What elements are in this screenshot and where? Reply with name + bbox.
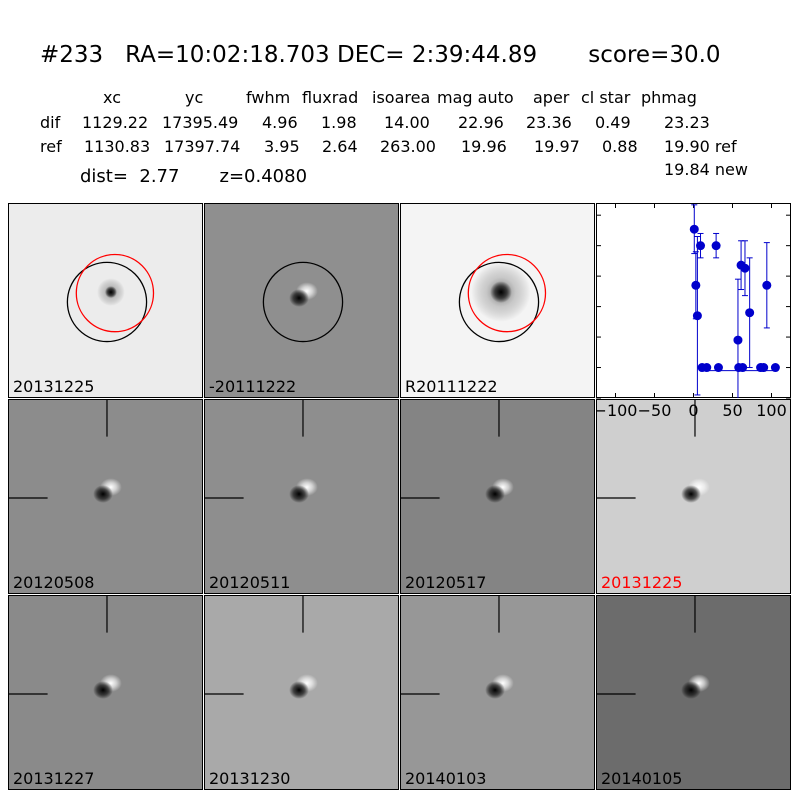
x-tick-label: 100 — [756, 401, 787, 420]
image-stamp: 20131225 — [8, 203, 203, 398]
cell-fluxrad: 1.98 — [321, 113, 357, 132]
cell-cl-star: 0.88 — [602, 137, 638, 156]
cell-mag-auto: 19.96 — [461, 137, 507, 156]
stamp-date-label: 20131225 — [601, 573, 683, 592]
cell-aper: 23.36 — [526, 113, 572, 132]
stamp-date-label: -20111222 — [209, 377, 297, 396]
image-stamp: 20120511 — [204, 399, 399, 594]
cell-mag-auto: 22.96 — [458, 113, 504, 132]
data-point — [696, 241, 706, 251]
data-point — [733, 335, 743, 345]
data-point — [740, 263, 750, 273]
col-header-xc: xc — [103, 88, 121, 107]
stamp-date-label: 20120508 — [13, 573, 95, 592]
col-header-fluxrad: fluxrad — [302, 88, 359, 107]
cell-yc: 17397.74 — [164, 137, 241, 156]
cell-yc: 17395.49 — [162, 113, 239, 132]
col-header-isoarea: isoarea — [372, 88, 431, 107]
phmag-new: 19.84 new — [664, 160, 748, 179]
image-stamp: -20111222 — [204, 203, 399, 398]
row-label: ref — [40, 137, 62, 156]
stamp-date-label: 20131227 — [13, 769, 95, 788]
cell-phmag: 23.23 — [664, 113, 710, 132]
data-point — [711, 241, 721, 251]
col-header-aper: aper — [533, 88, 570, 107]
col-header-fwhm: fwhm — [246, 88, 291, 107]
image-stamp: 20140103 — [400, 595, 595, 790]
candidate-title: #233 RA=10:02:18.703 DEC= 2:39:44.89 sco… — [40, 42, 721, 68]
cell-xc: 1129.22 — [82, 113, 149, 132]
cell-phmag: 19.90 ref — [664, 137, 737, 156]
stamp-date-label: 20131230 — [209, 769, 291, 788]
row-label: dif — [40, 113, 61, 132]
data-point — [713, 363, 723, 373]
stamp-date-label: 20140103 — [405, 769, 487, 788]
col-header-yc: yc — [185, 88, 204, 107]
data-point — [759, 363, 769, 373]
image-stamp: 20120517 — [400, 399, 595, 594]
col-header-phmag: phmag — [641, 88, 697, 107]
data-point — [738, 363, 748, 373]
distance-redshift: dist= 2.77 z=0.4080 — [80, 166, 308, 187]
cell-fwhm: 3.95 — [264, 137, 300, 156]
x-tick-label: −50 — [638, 401, 672, 420]
x-tick-label: 0 — [688, 401, 698, 420]
stamp-date-label: R20111222 — [405, 377, 498, 396]
stamp-date-label: 20140105 — [601, 769, 683, 788]
data-point — [689, 224, 699, 234]
data-point — [691, 280, 701, 290]
image-stamp: 20131225 — [596, 399, 791, 594]
cell-fwhm: 4.96 — [262, 113, 298, 132]
stamp-date-label: 20120517 — [405, 573, 487, 592]
cell-isoarea: 14.00 — [384, 113, 430, 132]
col-header-cl-star: cl star — [581, 88, 631, 107]
stamp-date-label: 20131225 — [13, 377, 95, 396]
image-stamp: R20111222 — [400, 203, 595, 398]
stamp-date-label: 20120511 — [209, 573, 291, 592]
cell-aper: 19.97 — [534, 137, 580, 156]
x-tick-label: 50 — [722, 401, 742, 420]
data-point — [770, 363, 780, 373]
light-curve-chart: 23.023.524.024.525.025.526.0−100−5005010… — [596, 203, 791, 420]
image-stamp: 20120508 — [8, 399, 203, 594]
data-point — [762, 280, 772, 290]
col-header-mag-auto: mag auto — [437, 88, 514, 107]
cell-isoarea: 263.00 — [380, 137, 436, 156]
x-tick-label: −100 — [596, 401, 637, 420]
cell-xc: 1130.83 — [84, 137, 151, 156]
image-stamp: 20140105 — [596, 595, 791, 790]
image-stamp: 20131227 — [8, 595, 203, 790]
cell-fluxrad: 2.64 — [322, 137, 358, 156]
data-point — [745, 308, 755, 318]
cell-cl-star: 0.49 — [595, 113, 631, 132]
data-point — [702, 363, 712, 373]
data-point — [692, 311, 702, 321]
image-stamp: 20131230 — [204, 595, 399, 790]
